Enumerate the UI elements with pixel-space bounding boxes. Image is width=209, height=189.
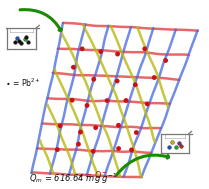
Point xyxy=(17,39,21,42)
Point xyxy=(117,147,120,150)
Point xyxy=(80,47,84,50)
Point xyxy=(24,35,28,38)
Point xyxy=(117,124,120,127)
Point xyxy=(177,141,180,144)
Point xyxy=(143,47,146,50)
Point xyxy=(174,146,177,149)
Point xyxy=(72,66,75,69)
Text: $\bullet$ = O$^{-}$: $\bullet$ = O$^{-}$ xyxy=(77,169,107,180)
Point xyxy=(70,99,74,102)
Point xyxy=(15,36,19,40)
Point xyxy=(13,41,16,44)
Point xyxy=(168,145,171,148)
Point xyxy=(85,104,89,107)
Text: $\bullet$ = Pb$^{2+}$: $\bullet$ = Pb$^{2+}$ xyxy=(5,77,41,89)
Point xyxy=(92,150,95,153)
Point xyxy=(116,80,119,83)
Text: $Q_m$ = 616.64 mg g$^{-1}$: $Q_m$ = 616.64 mg g$^{-1}$ xyxy=(29,172,118,186)
Point xyxy=(146,102,149,105)
Point xyxy=(20,41,23,44)
Point xyxy=(124,99,128,102)
Point xyxy=(135,131,138,134)
Point xyxy=(130,148,133,151)
Point xyxy=(56,148,59,151)
Point xyxy=(116,53,119,56)
Point xyxy=(23,37,26,40)
Point xyxy=(59,124,62,127)
Point xyxy=(134,83,137,86)
Point xyxy=(105,99,109,102)
Point xyxy=(153,76,156,79)
Point xyxy=(179,145,183,148)
Point xyxy=(94,126,97,129)
Point xyxy=(77,143,80,146)
Point xyxy=(99,50,102,53)
Point xyxy=(170,141,173,144)
Point xyxy=(92,78,95,81)
Point xyxy=(26,40,29,43)
Point xyxy=(164,59,167,62)
Point xyxy=(79,131,82,134)
